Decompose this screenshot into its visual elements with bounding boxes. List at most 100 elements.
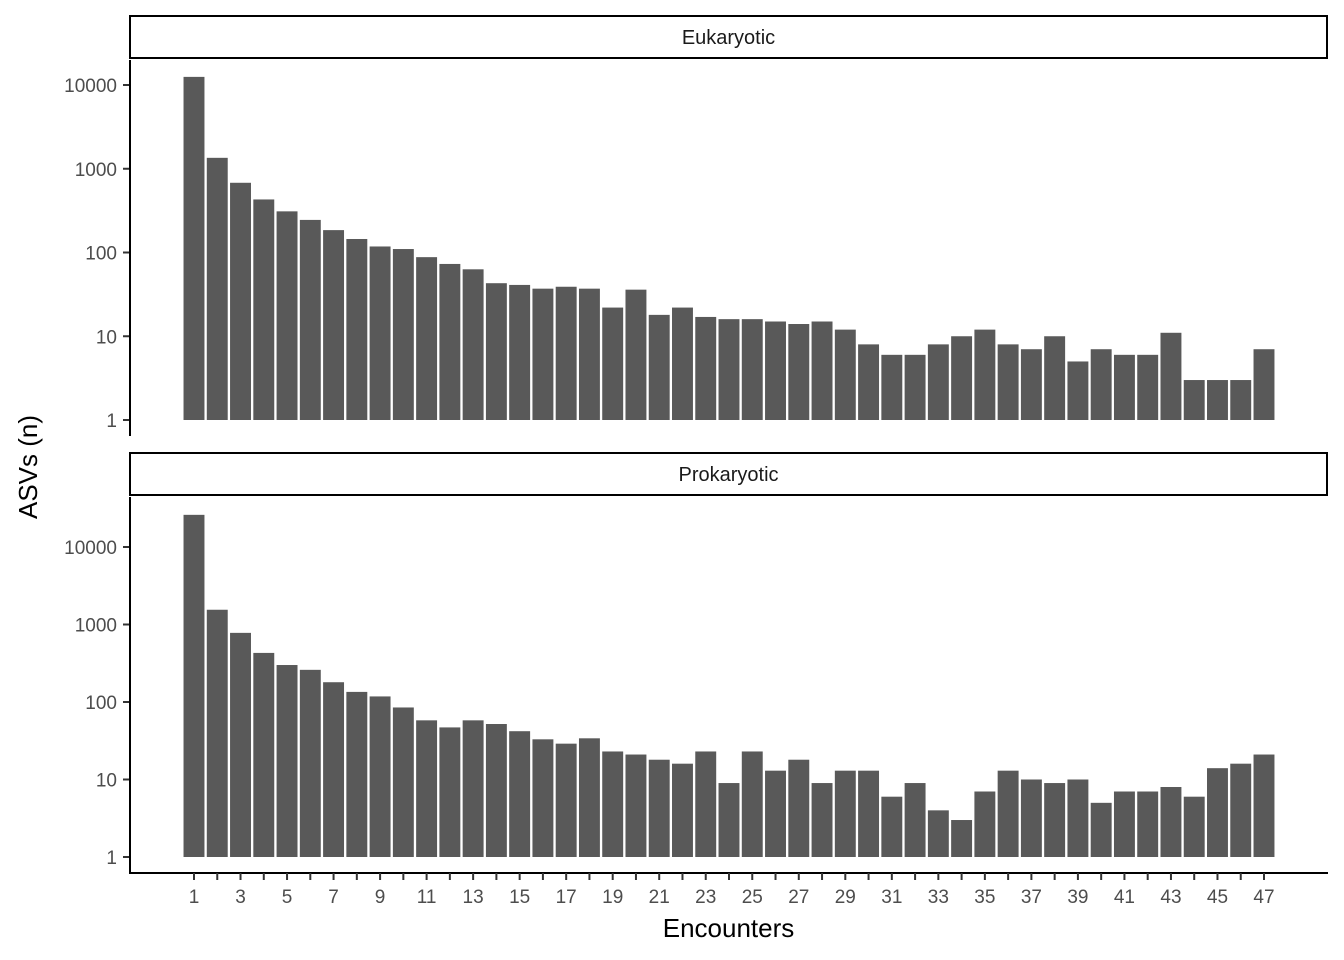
x-tick-label: 35 xyxy=(974,887,995,908)
bar-prokaryotic-20 xyxy=(625,754,647,857)
bar-eukaryotic-28 xyxy=(811,321,833,420)
bar-eukaryotic-33 xyxy=(927,344,949,420)
bar-prokaryotic-23 xyxy=(695,751,717,857)
x-tick-label: 17 xyxy=(556,887,577,908)
y-tick-label: 1000 xyxy=(75,160,117,181)
bar-prokaryotic-31 xyxy=(881,796,903,857)
bar-prokaryotic-12 xyxy=(439,727,461,857)
bar-prokaryotic-26 xyxy=(765,770,786,857)
x-tick-label: 27 xyxy=(788,887,809,908)
y-tick-label: 1000 xyxy=(75,616,117,637)
x-tick-label: 33 xyxy=(928,887,949,908)
bar-eukaryotic-25 xyxy=(741,319,763,420)
bar-prokaryotic-14 xyxy=(485,724,507,857)
y-tick-label: 10000 xyxy=(64,76,117,97)
bar-prokaryotic-42 xyxy=(1137,791,1159,857)
bar-eukaryotic-44 xyxy=(1183,380,1205,420)
bar-prokaryotic-24 xyxy=(718,783,740,857)
bar-prokaryotic-47 xyxy=(1253,754,1275,857)
y-tick-label: 10 xyxy=(96,327,117,348)
bar-prokaryotic-29 xyxy=(834,770,856,857)
bar-eukaryotic-24 xyxy=(718,319,740,420)
x-tick-label: 15 xyxy=(509,887,530,908)
x-tick-label: 21 xyxy=(649,887,670,908)
y-tick-label: 10000 xyxy=(64,538,117,559)
bar-prokaryotic-6 xyxy=(299,669,321,857)
bar-prokaryotic-34 xyxy=(951,820,973,857)
y-tick-label: 10 xyxy=(96,771,117,792)
bar-prokaryotic-32 xyxy=(904,783,926,857)
bar-eukaryotic-15 xyxy=(509,284,531,420)
bar-eukaryotic-23 xyxy=(695,316,717,420)
bar-prokaryotic-18 xyxy=(578,738,600,857)
x-tick-label: 3 xyxy=(235,887,246,908)
x-tick-label: 5 xyxy=(282,887,293,908)
bar-prokaryotic-15 xyxy=(509,731,531,857)
bar-prokaryotic-43 xyxy=(1160,787,1182,857)
bar-eukaryotic-34 xyxy=(951,336,973,420)
y-tick-label: 1 xyxy=(106,848,117,869)
bar-prokaryotic-22 xyxy=(672,763,693,857)
bar-prokaryotic-37 xyxy=(1020,779,1042,857)
bar-eukaryotic-10 xyxy=(392,249,414,420)
bar-prokaryotic-46 xyxy=(1230,763,1252,857)
y-axis-prokaryotic: 1 10 100 1000 10000 xyxy=(64,538,130,869)
x-axis-ticks: 1 3 5 7 9 11 13 15 17 19 21 23 25 27 29 31 33 35 37 39 41 43 4… xyxy=(189,873,1275,908)
x-tick-label: 41 xyxy=(1114,887,1135,908)
bar-eukaryotic-26 xyxy=(765,321,786,420)
bar-eukaryotic-2 xyxy=(206,157,228,420)
bar-prokaryotic-16 xyxy=(532,739,554,857)
bar-eukaryotic-41 xyxy=(1113,354,1135,420)
bar-prokaryotic-44 xyxy=(1183,796,1205,857)
bar-eukaryotic-46 xyxy=(1230,380,1252,420)
strip-label-prokaryotic: Prokaryotic xyxy=(678,464,778,486)
bar-eukaryotic-38 xyxy=(1044,336,1066,420)
bar-prokaryotic-17 xyxy=(555,743,577,857)
bar-eukaryotic-35 xyxy=(974,329,996,420)
bar-prokaryotic-19 xyxy=(602,751,624,857)
y-tick-label: 100 xyxy=(85,693,117,714)
bar-prokaryotic-10 xyxy=(392,707,414,857)
bar-eukaryotic-37 xyxy=(1020,349,1042,420)
bar-eukaryotic-29 xyxy=(834,329,856,420)
x-tick-label: 1 xyxy=(189,887,200,908)
bar-prokaryotic-35 xyxy=(974,791,996,857)
bar-eukaryotic-30 xyxy=(858,344,880,420)
bar-prokaryotic-41 xyxy=(1113,791,1135,857)
bars-eukaryotic xyxy=(183,76,1275,420)
bar-eukaryotic-31 xyxy=(881,354,903,420)
bar-prokaryotic-45 xyxy=(1207,768,1228,857)
bar-prokaryotic-8 xyxy=(346,691,368,857)
bar-eukaryotic-32 xyxy=(904,354,926,420)
bar-eukaryotic-12 xyxy=(439,263,461,420)
x-tick-label: 19 xyxy=(602,887,623,908)
bar-eukaryotic-17 xyxy=(555,286,577,420)
x-tick-label: 29 xyxy=(835,887,856,908)
y-axis-title: ASVs (n) xyxy=(13,415,43,519)
bar-eukaryotic-43 xyxy=(1160,332,1182,420)
bar-eukaryotic-45 xyxy=(1207,380,1228,420)
x-tick-label: 47 xyxy=(1253,887,1274,908)
bar-prokaryotic-13 xyxy=(462,720,484,857)
x-axis-title: Encounters xyxy=(663,913,795,943)
x-tick-label: 13 xyxy=(463,887,484,908)
bar-eukaryotic-1 xyxy=(183,76,205,420)
x-tick-label: 37 xyxy=(1021,887,1042,908)
bar-eukaryotic-20 xyxy=(625,289,647,420)
y-tick-label: 1 xyxy=(106,411,117,432)
bar-prokaryotic-4 xyxy=(253,652,275,857)
x-tick-label: 43 xyxy=(1160,887,1181,908)
bar-eukaryotic-4 xyxy=(253,199,275,420)
bar-eukaryotic-14 xyxy=(485,283,507,420)
bar-eukaryotic-8 xyxy=(346,238,368,420)
strip-label-eukaryotic: Eukaryotic xyxy=(682,27,775,49)
bar-prokaryotic-38 xyxy=(1044,783,1066,857)
bar-prokaryotic-25 xyxy=(741,751,763,857)
x-tick-label: 25 xyxy=(742,887,763,908)
panel-prokaryotic: Prokaryotic 1 10 100 1000 10000 xyxy=(64,452,1328,874)
bar-prokaryotic-36 xyxy=(997,770,1019,857)
panel-eukaryotic: Eukaryotic 1 10 100 1000 10000 xyxy=(64,15,1328,436)
bar-prokaryotic-27 xyxy=(788,759,810,857)
bar-eukaryotic-36 xyxy=(997,344,1019,420)
